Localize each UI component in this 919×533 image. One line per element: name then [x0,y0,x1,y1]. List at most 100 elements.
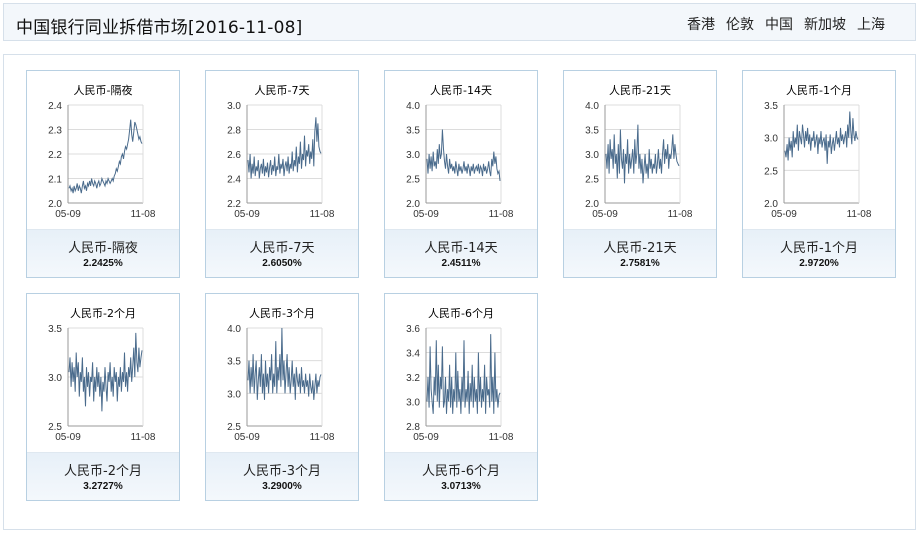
rate-chart-21d: 人民币-21天 2.0 2.5 3.0 3.5 4.0 05-09 11-08 [585,84,693,220]
y-tick-label: 2.0 [406,199,420,210]
rate-card-footer: 人民币-3个月 3.2900% [206,452,358,500]
y-tick-label: 3.0 [406,150,420,161]
y-tick-label: 2.4 [48,101,62,112]
y-tick-label: 2.5 [227,422,241,433]
x-tick-label: 05-09 [413,432,439,443]
y-tick-label: 2.8 [227,126,241,137]
y-tick-label: 2.4 [227,175,241,186]
y-tick-label: 3.0 [406,398,420,409]
chart-title: 人民币-3个月 [249,307,315,320]
y-tick-label: 2.2 [48,150,62,161]
region-link-singapore[interactable]: 新加坡 [804,17,846,33]
rate-card-6m[interactable]: 人民币-6个月 2.8 3.0 3.2 3.4 3.6 05-09 11-08 人民币-6个月… [384,293,538,501]
y-tick-label: 2.5 [585,175,599,186]
rate-chart-6m: 人民币-6个月 2.8 3.0 3.2 3.4 3.6 05-09 11-08 [406,307,514,443]
y-tick-label: 3.0 [585,150,599,161]
region-link-hongkong[interactable]: 香港 [687,17,715,33]
y-tick-label: 2.0 [585,199,599,210]
rate-chart-3m: 人民币-3个月 2.5 3.0 3.5 4.0 05-09 11-08 [227,307,335,443]
page-title: 中国银行同业拆借市场[2016-11-08] [16,18,303,38]
rate-card-21d[interactable]: 人民币-21天 2.0 2.5 3.0 3.5 4.0 05-09 11-08 人民币-21天… [563,70,717,278]
y-tick-label: 3.5 [48,324,62,335]
x-tick-label: 05-09 [592,209,618,220]
x-tick-label: 11-08 [668,209,693,220]
page-header: 中国银行同业拆借市场[2016-11-08] 香港 伦敦 中国 新加坡 上海 [3,3,916,41]
y-tick-label: 2.0 [764,199,778,210]
rate-value: 2.6050% [262,258,302,269]
chart-title: 人民币-6个月 [428,307,494,320]
series-line [426,334,501,414]
rate-label: 人民币-14天 [424,241,498,256]
y-tick-label: 3.0 [227,389,241,400]
x-tick-label: 11-08 [489,209,514,220]
series-line [68,332,143,412]
y-tick-label: 2.3 [48,126,62,137]
rate-chart-overnight: 人民币-隔夜 2.0 2.1 2.2 2.3 2.4 05-09 11-08 [48,83,156,220]
region-link-china[interactable]: 中国 [765,17,793,33]
rate-card-footer: 人民币-2个月 3.2727% [27,452,179,500]
rate-card-1m[interactable]: 人民币-1个月 2.0 2.5 3.0 3.5 05-09 11-08 人民币-1个月 2.… [742,70,896,278]
chart-title: 人民币-21天 [609,84,671,97]
y-tick-label: 3.5 [585,126,599,137]
rate-card-7d[interactable]: 人民币-7天 2.2 2.4 2.6 2.8 3.0 05-09 11-08 人民币-7天 2… [205,70,359,278]
rate-card-footer: 人民币-14天 2.4511% [385,229,537,277]
rate-label: 人民币-3个月 [243,464,321,479]
y-tick-label: 2.6 [227,150,241,161]
y-tick-label: 4.0 [406,101,420,112]
chart-title: 人民币-隔夜 [74,83,133,97]
rate-value: 3.2727% [83,481,123,492]
y-tick-label: 3.6 [406,324,420,335]
charts-panel: 人民币-隔夜 2.0 2.1 2.2 2.3 2.4 05-09 11-08 人民币-隔夜 2… [3,54,916,530]
y-tick-label: 3.0 [48,373,62,384]
series-line [68,119,143,194]
rate-label: 人民币-1个月 [780,241,858,256]
y-tick-label: 2.0 [48,199,62,210]
rate-chart-2m: 人民币-2个月 2.5 3.0 3.5 05-09 11-08 [48,307,156,443]
rate-card-2m[interactable]: 人民币-2个月 2.5 3.0 3.5 05-09 11-08 人民币-2个月 3.272… [26,293,180,501]
x-tick-label: 11-08 [310,209,335,220]
series-line [784,111,859,164]
y-tick-label: 2.2 [227,199,241,210]
region-link-shanghai[interactable]: 上海 [857,17,885,33]
y-tick-label: 3.0 [764,134,778,145]
rate-label: 人民币-2个月 [64,464,142,479]
rate-card-14d[interactable]: 人民币-14天 2.0 2.5 3.0 3.5 4.0 05-09 11-08 人民币-14天… [384,70,538,278]
rate-label: 人民币-21天 [603,241,677,256]
rate-card-overnight[interactable]: 人民币-隔夜 2.0 2.1 2.2 2.3 2.4 05-09 11-08 人民币-隔夜 2… [26,70,180,278]
y-tick-label: 2.5 [764,166,778,177]
rate-card-footer: 人民币-1个月 2.9720% [743,229,895,277]
rate-label: 人民币-隔夜 [68,241,138,256]
rate-value: 2.7581% [620,258,660,269]
rate-card-footer: 人民币-隔夜 2.2425% [27,229,179,277]
y-tick-label: 2.1 [48,175,62,186]
rate-card-footer: 人民币-6个月 3.0713% [385,452,537,500]
region-link-london[interactable]: 伦敦 [726,17,754,33]
x-tick-label: 11-08 [310,432,335,443]
rate-label: 人民币-6个月 [422,464,500,479]
chart-title: 人民币-1个月 [786,84,852,97]
x-tick-label: 05-09 [234,432,260,443]
rate-card-footer: 人民币-21天 2.7581% [564,229,716,277]
series-line [247,117,322,179]
rate-card-3m[interactable]: 人民币-3个月 2.5 3.0 3.5 4.0 05-09 11-08 人民币-3个月 3.… [205,293,359,501]
y-tick-label: 2.5 [406,175,420,186]
series-line [426,129,501,181]
rate-card-footer: 人民币-7天 2.6050% [206,229,358,277]
y-tick-label: 3.5 [764,101,778,112]
y-tick-label: 3.5 [227,357,241,368]
x-tick-label: 11-08 [489,432,514,443]
y-tick-label: 3.2 [406,373,420,384]
x-tick-label: 11-08 [847,209,872,220]
x-tick-label: 11-08 [131,209,156,220]
y-tick-label: 4.0 [585,101,599,112]
chart-title: 人民币-2个月 [70,307,136,320]
x-tick-label: 05-09 [413,209,439,220]
x-tick-label: 05-09 [234,209,260,220]
series-line [605,124,680,184]
chart-title: 人民币-7天 [255,84,310,97]
y-tick-label: 2.8 [406,422,420,433]
y-tick-label: 3.5 [406,126,420,137]
rate-chart-14d: 人民币-14天 2.0 2.5 3.0 3.5 4.0 05-09 11-08 [406,84,514,220]
region-nav: 香港 伦敦 中国 新加坡 上海 [687,14,885,34]
rate-chart-1m: 人民币-1个月 2.0 2.5 3.0 3.5 05-09 11-08 [764,84,872,220]
